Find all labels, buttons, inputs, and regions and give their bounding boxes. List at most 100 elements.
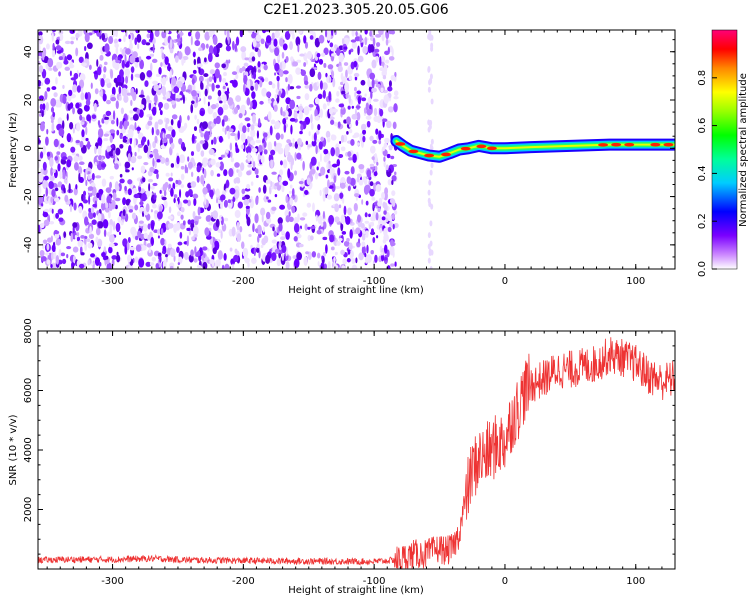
spectrogram-speckle bbox=[88, 195, 91, 205]
spectrogram-speckle bbox=[98, 188, 104, 195]
spectrogram-speckle bbox=[271, 32, 275, 40]
spectrogram-speckle bbox=[139, 72, 146, 81]
spectrogram-speckle bbox=[266, 196, 269, 200]
spectrogram-speckle bbox=[58, 217, 64, 222]
spectrogram-speckle bbox=[215, 162, 221, 168]
spectrogram-speckle bbox=[159, 107, 162, 111]
spectrogram-speckle bbox=[66, 245, 72, 250]
spectrogram-speckle bbox=[165, 122, 168, 130]
spectrogram-speckle bbox=[197, 206, 201, 216]
spectrogram-speckle bbox=[38, 31, 43, 36]
spectrogram-speckle bbox=[287, 168, 291, 179]
spectrogram-speckle bbox=[296, 95, 301, 100]
spectrogram-speckle bbox=[332, 77, 336, 88]
spectrogram-speckle bbox=[137, 230, 141, 238]
spectrogram-speckle bbox=[334, 218, 340, 223]
spectrogram-speckle bbox=[367, 97, 372, 105]
spectrogram-speckle bbox=[181, 57, 185, 66]
spectrogram-speckle bbox=[150, 221, 155, 231]
y-tick-label: -40 bbox=[23, 237, 34, 253]
spectrogram-speckle bbox=[86, 140, 91, 150]
spectrogram-speckle bbox=[134, 37, 138, 46]
spectrogram-speckle bbox=[304, 80, 309, 86]
spectrogram-speckle bbox=[310, 122, 314, 130]
spectrogram-speckle bbox=[222, 103, 229, 111]
spectrogram-speckle bbox=[298, 110, 303, 120]
spectrogram-speckle bbox=[116, 254, 121, 263]
spectrogram-speckle bbox=[97, 128, 104, 138]
spectrogram-speckle bbox=[128, 129, 134, 139]
spectrogram-speckle bbox=[119, 133, 123, 140]
spectrogram-speckle bbox=[76, 122, 81, 132]
spectrogram-speckle bbox=[268, 81, 273, 86]
spectrogram-speckle bbox=[205, 43, 209, 49]
spectrogram-speckle bbox=[149, 154, 154, 158]
spectrogram-speckle bbox=[339, 182, 346, 189]
spectrogram-speckle bbox=[379, 227, 382, 234]
spectrogram-speckle bbox=[187, 115, 190, 121]
spectrogram-speckle bbox=[177, 120, 181, 129]
spectrogram-speckle bbox=[240, 46, 247, 53]
spectrogram-speckle bbox=[355, 119, 359, 126]
spectrogram-speckle bbox=[167, 125, 173, 132]
figure-title: C2E1.2023.305.20.05.G06 bbox=[263, 2, 448, 18]
spectrogram-speckle bbox=[177, 241, 183, 246]
spectrogram-speckle bbox=[42, 211, 49, 218]
spectrogram-speckle bbox=[324, 153, 330, 162]
spectrogram-speckle bbox=[54, 233, 60, 239]
spectrogram-speckle bbox=[147, 223, 151, 230]
spectrogram-speckle bbox=[231, 263, 235, 269]
spectrogram-speckle bbox=[309, 107, 312, 111]
spectrogram-speckle bbox=[51, 86, 57, 91]
spectrogram-speckle bbox=[77, 166, 83, 175]
spectrogram-speckle bbox=[380, 254, 385, 262]
spectrogram-speckle bbox=[356, 176, 360, 183]
spectrogram-speckle bbox=[96, 59, 99, 67]
spectrogram-speckle bbox=[223, 199, 228, 208]
spectrogram-speckle bbox=[174, 55, 179, 63]
spectrogram-speckle bbox=[347, 249, 351, 255]
spectrogram-speckle bbox=[84, 45, 87, 52]
spectrogram-speckle bbox=[316, 52, 321, 58]
spectrogram-speckle bbox=[72, 84, 78, 93]
spectrogram-speckle bbox=[217, 42, 223, 49]
spectrogram-speckle bbox=[351, 264, 358, 269]
spectrogram-speckle bbox=[237, 201, 244, 209]
spectrogram-speckle bbox=[328, 214, 335, 225]
spectrogram-speckle bbox=[317, 123, 321, 131]
spectrogram-speckle bbox=[382, 74, 387, 80]
spectrogram-speckle bbox=[300, 69, 307, 77]
spectrogram-speckle bbox=[319, 153, 322, 163]
spectrogram-speckle bbox=[171, 129, 176, 138]
spectrogram-speckle bbox=[180, 173, 185, 181]
spectrogram-speckle bbox=[210, 103, 217, 110]
spectrogram-speckle bbox=[309, 83, 313, 92]
spectrogram-speckle bbox=[280, 230, 286, 235]
spectrogram-speckle bbox=[340, 214, 346, 225]
spectrogram-speckle bbox=[137, 146, 140, 153]
spectrogram-speckle bbox=[429, 265, 433, 269]
spectrogram-speckle bbox=[71, 262, 75, 267]
spectrogram-speckle bbox=[362, 135, 366, 143]
spectrogram-speckle bbox=[60, 252, 66, 257]
ridge-hot-spot bbox=[663, 142, 674, 147]
spectrogram-speckle bbox=[142, 223, 148, 232]
spectrogram-speckle bbox=[90, 253, 96, 258]
spectrogram-speckle bbox=[225, 188, 228, 193]
spectrogram-speckle bbox=[248, 198, 252, 203]
spectrogram-speckle bbox=[259, 80, 263, 88]
spectrogram-speckle bbox=[288, 211, 291, 217]
spectrogram-speckle bbox=[66, 113, 69, 121]
spectrogram-speckle bbox=[349, 177, 356, 186]
spectrogram-speckle bbox=[103, 229, 107, 238]
spectrogram-speckle bbox=[114, 197, 121, 202]
spectrogram-speckle bbox=[112, 110, 116, 121]
snr-x-ticks: -300 -200 -100 0 100 bbox=[46, 331, 676, 587]
spectrogram-speckle bbox=[176, 94, 183, 99]
spectrogram-speckle bbox=[299, 130, 303, 135]
spectrogram-speckle bbox=[229, 187, 236, 195]
spectrogram-speckle bbox=[360, 222, 365, 229]
spectrogram-speckle bbox=[381, 192, 386, 200]
spectrogram-speckle bbox=[382, 146, 385, 152]
spectrogram-speckle bbox=[391, 213, 396, 220]
